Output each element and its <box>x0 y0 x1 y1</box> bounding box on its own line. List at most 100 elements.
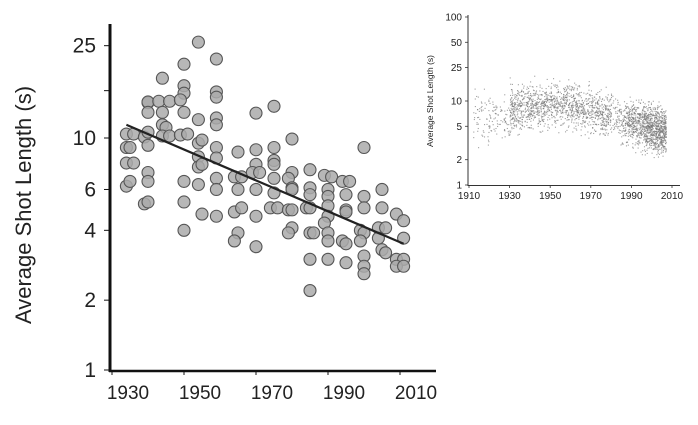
x-tick-label: 1990 <box>323 383 365 404</box>
inset-dot <box>584 134 586 136</box>
inset-dot <box>656 142 659 145</box>
inset-dot <box>665 114 667 117</box>
inset-dot <box>556 109 558 111</box>
inset-dot <box>513 110 515 112</box>
inset-dot <box>482 135 484 137</box>
inset-dot <box>664 133 666 135</box>
inset-dot <box>656 123 658 125</box>
inset-dot <box>561 105 563 107</box>
inset-dot <box>511 104 514 106</box>
inset-dot <box>640 133 642 135</box>
inset-dot <box>511 123 513 125</box>
inset-dot <box>570 88 572 90</box>
inset-dot <box>531 95 533 97</box>
inset-dot <box>476 123 478 125</box>
inset-dot <box>643 122 645 124</box>
inset-dot <box>574 101 576 103</box>
inset-dot <box>638 101 640 103</box>
inset-dot <box>637 142 639 144</box>
inset-dot <box>591 127 594 129</box>
inset-dot <box>591 104 594 106</box>
inset-dot <box>550 96 552 98</box>
inset-dot <box>535 104 537 106</box>
inset-dot <box>640 124 642 126</box>
inset-dot <box>639 127 641 129</box>
inset-dot <box>633 118 635 120</box>
inset-dot <box>521 111 523 113</box>
inset-dot <box>551 114 553 116</box>
inset-dot <box>610 114 612 116</box>
inset-dot <box>521 83 523 85</box>
inset-dot <box>621 124 623 126</box>
inset-dot <box>555 122 557 124</box>
inset-dot <box>556 96 558 98</box>
inset-dot <box>512 117 514 119</box>
inset-dot <box>551 100 553 102</box>
inset-dot <box>526 88 528 90</box>
inset-dot <box>556 102 558 104</box>
inset-dot <box>593 132 595 135</box>
inset-dot <box>539 123 542 125</box>
inset-dot <box>574 104 576 106</box>
inset-dot <box>641 134 643 136</box>
inset-dot <box>516 93 519 95</box>
inset-dot <box>496 107 498 109</box>
inset-dot <box>523 102 525 104</box>
data-point <box>231 182 245 197</box>
inset-dot <box>516 101 518 103</box>
inset-dot <box>622 125 624 127</box>
inset-dot <box>633 126 635 128</box>
inset-dot <box>547 100 549 102</box>
inset-dot <box>517 113 519 115</box>
data-point <box>271 201 285 215</box>
inset-dot <box>649 138 651 140</box>
inset-dot <box>514 119 516 121</box>
inset-dot <box>596 111 598 114</box>
inset-dot <box>477 130 479 132</box>
inset-dot <box>595 114 597 116</box>
inset-dot <box>477 109 479 111</box>
inset-dot <box>663 127 665 129</box>
inset-dot <box>648 107 650 109</box>
inset-dot <box>587 102 589 104</box>
inset-dot <box>629 117 632 119</box>
inset-dot <box>546 111 548 113</box>
inset-dot <box>609 108 612 111</box>
inset-dot <box>635 142 637 144</box>
inset-x-tick-label: 1970 <box>580 191 603 202</box>
inset-dot <box>576 117 578 119</box>
inset-dot <box>522 114 524 116</box>
inset-dot <box>646 135 648 137</box>
inset-dot <box>658 138 661 140</box>
inset-dot <box>495 127 497 130</box>
inset-dot <box>637 127 639 129</box>
inset-dot <box>523 97 525 99</box>
inset-dot <box>543 120 545 123</box>
inset-dot <box>650 125 652 127</box>
inset-dot <box>504 129 506 131</box>
inset-dot <box>642 116 644 118</box>
inset-dot <box>648 147 650 149</box>
inset-dot <box>538 112 540 114</box>
inset-dot <box>632 117 634 119</box>
inset-dot <box>663 121 665 123</box>
inset-dot <box>654 125 656 127</box>
inset-dot <box>627 117 629 119</box>
inset-dot <box>600 110 602 112</box>
inset-dot <box>564 87 566 89</box>
inset-dot <box>653 134 655 136</box>
inset-dot <box>521 95 523 98</box>
inset-dot <box>663 111 665 113</box>
inset-dot <box>632 143 634 145</box>
inset-dot <box>602 115 604 117</box>
inset-dot <box>484 107 486 109</box>
inset-dot <box>573 95 575 97</box>
inset-dot <box>605 86 607 88</box>
inset-dot <box>572 114 574 116</box>
inset-dot <box>515 126 518 128</box>
inset-dot <box>596 111 598 113</box>
inset-dot <box>653 131 655 133</box>
inset-dot <box>583 108 585 110</box>
inset-dot <box>622 130 625 132</box>
inset-dot <box>511 100 513 102</box>
